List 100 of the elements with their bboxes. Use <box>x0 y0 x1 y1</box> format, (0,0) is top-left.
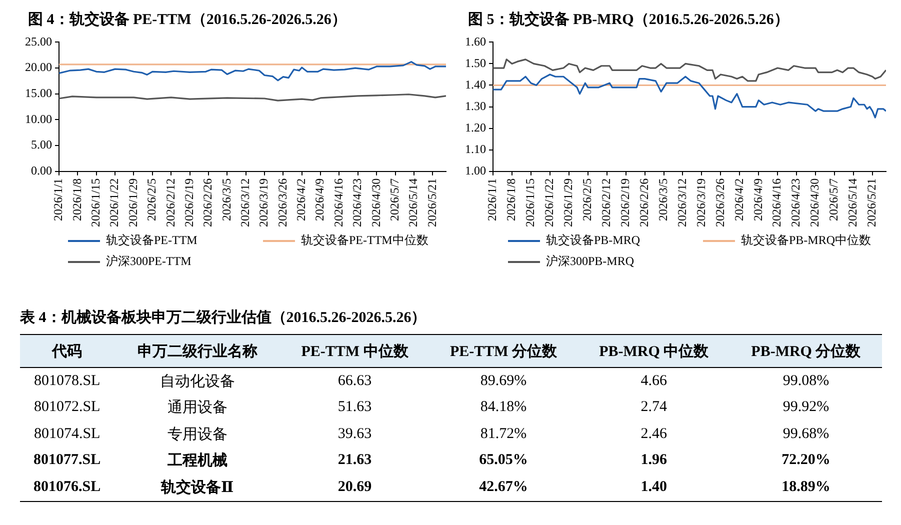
x-tick-label: 2026/1/15 <box>88 178 103 228</box>
x-tick-label: 2026/1/8 <box>504 178 518 222</box>
legend-label: 轨交设备PE-TTM <box>106 232 198 249</box>
legend-label: 沪深300PB-MRQ <box>546 253 634 270</box>
text: 通用设备 <box>166 398 228 418</box>
text: 65.05% <box>478 451 529 470</box>
x-tick-label: 2026/2/26 <box>636 178 651 228</box>
x-tick-label: 2026/3/12 <box>674 178 689 228</box>
category-label: 代码 <box>20 334 114 368</box>
x-tick-label: 2026/2/12 <box>598 178 613 228</box>
y-tick-label: 1.30 <box>465 98 486 113</box>
x-tick-label: 2026/1/29 <box>126 178 140 228</box>
x-tick-label: 2026/3/26 <box>275 178 290 228</box>
text: 84.18% <box>479 398 528 418</box>
x-tick-label: 2026/5/14 <box>846 178 860 228</box>
y-tick-label: 15.00 <box>25 86 52 100</box>
y-tick-label: 25.00 <box>25 34 52 48</box>
category-label: PE-TTM 中位数 <box>280 334 430 368</box>
text: 42.67% <box>429 474 578 501</box>
x-tick-label: 2026/3/12 <box>238 178 252 228</box>
text: 2.46 <box>640 424 668 444</box>
text: 2.74 <box>640 398 668 418</box>
x-tick-label: 2026/4/23 <box>788 178 803 228</box>
x-tick-label: 2026/1/8 <box>70 178 84 222</box>
x-tick-label: 2026/5/7 <box>387 178 402 222</box>
y-tick-label: 20.00 <box>25 60 52 74</box>
x-tick-label: 2026/2/5 <box>580 178 594 222</box>
x-tick-label: 2026/3/5 <box>656 178 670 222</box>
x-tick-label: 2026/5/7 <box>826 178 841 222</box>
text: 4.66 <box>640 372 668 391</box>
x-tick-label: 2026/4/9 <box>750 178 765 222</box>
category-label: PB-MRQ 中位数 <box>578 334 730 368</box>
legend-label: 轨交设备PB-MRQ中位数 <box>741 232 872 249</box>
x-tick-label: 2026/3/26 <box>712 178 727 228</box>
text: 801077.SL <box>32 451 102 470</box>
text: 801078.SL <box>32 372 102 391</box>
y-tick-label: 0.00 <box>31 163 52 178</box>
x-tick-label: 2026/1/15 <box>523 178 538 228</box>
y-tick-label: 1.20 <box>465 120 486 134</box>
y-tick-label: 1.60 <box>465 34 486 48</box>
text: 801076.SL <box>20 474 114 501</box>
y-tick-label: 10.00 <box>25 112 52 126</box>
text: 801074.SL <box>32 424 102 444</box>
x-tick-label: 2026/4/2 <box>294 178 308 222</box>
text: 72.20% <box>780 451 832 470</box>
x-tick-label: 2026/4/2 <box>732 178 746 222</box>
text: 89.69% <box>479 372 528 391</box>
x-tick-label: 2026/1/22 <box>542 178 556 228</box>
x-tick-label: 2026/4/9 <box>312 178 327 222</box>
x-tick-label: 2026/2/19 <box>182 178 196 228</box>
x-tick-label: 2026/4/30 <box>368 178 383 228</box>
x-tick-label: 2026/1/1 <box>51 178 66 222</box>
text: 工程机械 <box>166 451 228 472</box>
x-tick-label: 2026/2/12 <box>163 178 178 228</box>
x-tick-label: 2026/2/26 <box>200 178 215 228</box>
text: 表 4：机械设备板块申万二级行业估值（2016.5.26-2026.5.26） <box>20 308 428 328</box>
text: 99.68% <box>782 424 830 444</box>
text: 20.69 <box>280 474 430 501</box>
category-label: 申万二级行业名称 <box>114 334 280 368</box>
x-tick-label: 2026/2/19 <box>618 178 632 228</box>
x-tick-label: 2026/5/21 <box>864 178 879 228</box>
text: 81.72% <box>479 424 528 444</box>
y-tick-label: 1.00 <box>465 163 486 178</box>
text: 39.63 <box>336 424 373 444</box>
x-tick-label: 2026/1/22 <box>107 178 122 228</box>
text: 21.63 <box>336 451 373 470</box>
y-tick-label: 1.40 <box>465 77 486 92</box>
x-tick-label: 2026/4/30 <box>808 178 822 228</box>
x-tick-label: 2026/2/5 <box>144 178 159 222</box>
text: 99.08% <box>782 372 830 391</box>
x-tick-label: 2026/5/14 <box>406 178 420 228</box>
text: 51.63 <box>336 398 373 418</box>
text: 99.92% <box>782 398 830 418</box>
x-tick-label: 2026/3/5 <box>219 178 234 222</box>
x-tick-label: 2026/1/29 <box>561 178 576 228</box>
chart-title: 图 4：轨交设备 PE-TTM（2016.5.26-2026.5.26） <box>27 10 348 30</box>
legend-label: 轨交设备PB-MRQ <box>546 232 640 249</box>
category-label: PB-MRQ 分位数 <box>730 334 882 368</box>
text: 1.40 <box>578 474 730 501</box>
text: 自动化设备 <box>158 372 236 392</box>
text: 66.63 <box>336 372 373 391</box>
x-tick-label: 2026/3/19 <box>256 178 271 228</box>
y-tick-label: 1.50 <box>465 56 486 70</box>
x-tick-label: 2026/4/16 <box>331 178 346 228</box>
x-tick-label: 2026/1/1 <box>485 178 500 222</box>
text: 18.89% <box>730 474 882 501</box>
y-tick-label: 5.00 <box>31 138 52 152</box>
legend-label: 沪深300PE-TTM <box>106 253 192 270</box>
text: 801072.SL <box>32 398 102 418</box>
text: 专用设备 <box>166 426 228 445</box>
chart-title: 图 5：轨交设备 PB-MRQ（2016.5.26-2026.5.26） <box>467 10 790 30</box>
x-tick-label: 2026/5/21 <box>424 178 439 228</box>
x-tick-label: 2026/4/23 <box>350 178 364 228</box>
x-tick-label: 2026/4/16 <box>770 178 784 228</box>
y-tick-label: 1.10 <box>465 142 486 156</box>
text: 1.96 <box>640 451 668 470</box>
category-label: PE-TTM 分位数 <box>429 334 578 368</box>
x-tick-label: 2026/3/19 <box>694 178 708 228</box>
text: 轨交设备Ⅱ <box>114 474 280 501</box>
legend-label: 轨交设备PE-TTM中位数 <box>301 232 428 249</box>
